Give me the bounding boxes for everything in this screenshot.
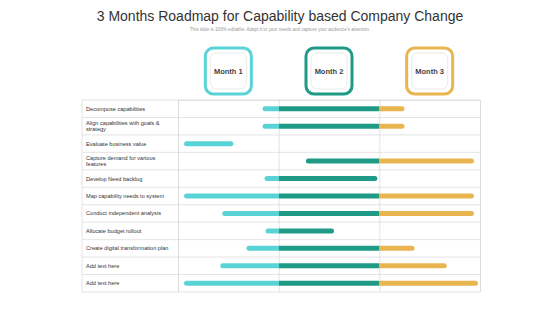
period-label: Month 1	[214, 67, 243, 76]
period-frame	[306, 48, 352, 94]
task-label-line: Add text here	[86, 263, 119, 269]
grid	[82, 100, 480, 292]
task-label-line: Align capabilities with goals &	[86, 120, 161, 126]
task-bar	[246, 246, 414, 251]
table-border	[82, 100, 83, 292]
task-labels: Decompose capabilities Align capabilities…	[86, 106, 168, 287]
task-label-line: strategy	[86, 126, 106, 132]
task-label: Capture demand for various features	[86, 155, 157, 168]
task-label-line: Create digital transformation plan	[86, 245, 168, 251]
task-label-line: Decompose capabilities	[86, 106, 145, 112]
task-label: Develop Need backlog	[86, 176, 142, 182]
task-label: Decompose capabilities	[86, 106, 145, 112]
task-label-line: Conduct independent analysis	[86, 210, 161, 216]
task-label-line: features	[86, 161, 106, 167]
tick	[480, 100, 481, 292]
period-frame	[205, 48, 251, 94]
task-label-line: Capture demand for various	[86, 155, 157, 161]
task-bar	[265, 176, 378, 181]
row-line	[82, 204, 480, 205]
task-bar	[266, 228, 334, 233]
task-label: Align capabilities with goals & strategy	[86, 120, 161, 133]
grid-line	[178, 100, 179, 292]
task-label-line: Add text here	[86, 280, 119, 286]
period-header: Month 3	[407, 48, 453, 94]
row-line	[82, 222, 480, 223]
period-header: Month 2	[306, 48, 352, 94]
task-label: Add text here	[86, 280, 119, 286]
period-frame	[407, 48, 453, 94]
task-bar	[220, 263, 447, 268]
period-box	[412, 53, 448, 89]
row-line	[82, 274, 480, 275]
row-line	[82, 152, 480, 153]
period-label: Month 3	[415, 67, 444, 76]
task-label: Conduct independent analysis	[86, 210, 161, 216]
period-box	[210, 53, 246, 89]
task-bar	[222, 211, 474, 216]
title: 3 Months Roadmap for Capability based Co…	[97, 8, 464, 24]
task-label: Create digital transformation plan	[86, 245, 168, 251]
task-label: Add text here	[86, 263, 119, 269]
row-line	[82, 187, 480, 188]
period-header: Month 1	[205, 48, 251, 94]
x-axis	[179, 100, 481, 292]
row-line	[82, 292, 480, 293]
period-box	[311, 53, 347, 89]
row-line	[82, 239, 480, 240]
task-label-line: Allocate budget rollout	[86, 228, 142, 234]
task-bar	[263, 124, 405, 129]
bars	[184, 106, 478, 286]
row-line	[82, 169, 480, 170]
subtitle: This slide is 100% editable. Adapt it to…	[190, 27, 370, 32]
task-bar	[263, 106, 405, 111]
task-bar	[184, 194, 474, 199]
task-label-line: Evaluate business value	[86, 141, 146, 147]
row-line	[82, 134, 480, 135]
grid-line	[480, 100, 481, 292]
task-label-line: Map capability needs to system	[86, 193, 164, 199]
task-bar	[184, 281, 478, 286]
tick	[178, 100, 179, 292]
task-bar	[306, 159, 474, 164]
task-label: Map capability needs to system	[86, 193, 164, 199]
task-bar	[184, 141, 233, 146]
axis-line	[179, 101, 481, 293]
row-line	[82, 257, 480, 258]
chart: 3 Months Roadmap for Capability based Co…	[0, 0, 560, 315]
task-label-line: Develop Need backlog	[86, 176, 142, 182]
period-label: Month 2	[315, 67, 344, 76]
task-label: Allocate budget rollout	[86, 228, 142, 234]
row-line	[82, 117, 480, 118]
task-label: Evaluate business value	[86, 141, 146, 147]
